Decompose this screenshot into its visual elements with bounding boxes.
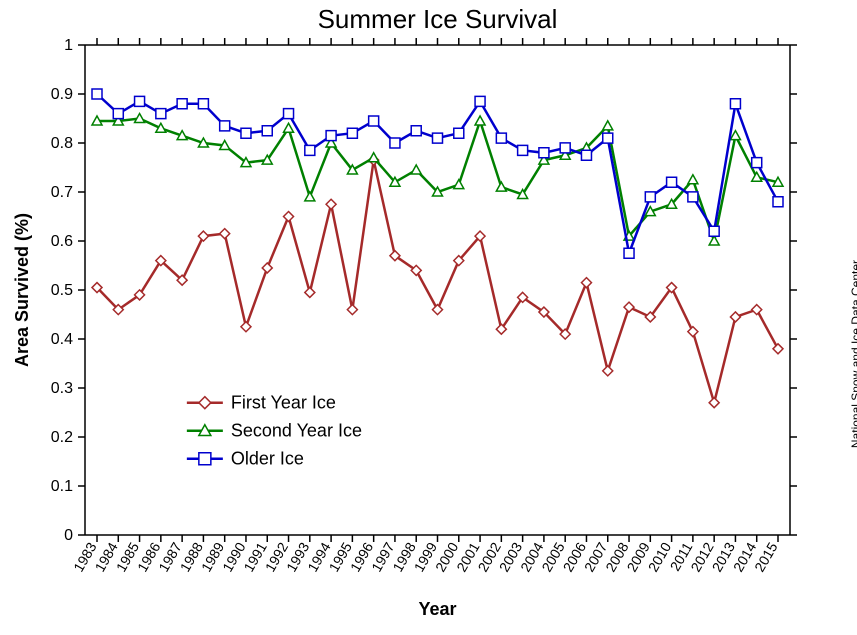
- attribution-text: National Snow and Ice Data Center: [849, 260, 857, 448]
- series-marker: [262, 126, 272, 136]
- series-marker: [305, 145, 315, 155]
- series-marker: [411, 126, 421, 136]
- series-line: [97, 94, 778, 253]
- y-tick-label: 0: [64, 527, 73, 544]
- series-marker: [284, 109, 294, 119]
- series-marker: [454, 180, 464, 189]
- series-marker: [496, 133, 506, 143]
- chart-container: Summer Ice Survival 0 0.1 0.2 0.3 0.4 0.5 0.6 0.…: [0, 0, 857, 635]
- y-tick-label: 0.1: [51, 478, 73, 495]
- series-marker: [603, 121, 613, 130]
- series-marker: [645, 192, 655, 202]
- series-marker: [305, 192, 315, 201]
- series-marker: [262, 263, 272, 273]
- series-marker: [241, 322, 251, 332]
- series-marker: [198, 99, 208, 109]
- y-tick-label: 0.4: [51, 331, 73, 348]
- series-marker: [752, 158, 762, 168]
- series-marker: [603, 133, 613, 143]
- series-marker: [730, 99, 740, 109]
- y-axis-label: Area Survived (%): [12, 213, 32, 367]
- series-marker: [581, 150, 591, 160]
- series-marker: [773, 197, 783, 207]
- series-marker: [198, 231, 208, 241]
- series-marker: [113, 109, 123, 119]
- y-tick-label: 0.6: [51, 233, 73, 250]
- series-marker: [496, 182, 506, 191]
- series-marker: [624, 248, 634, 258]
- series-marker: [667, 177, 677, 187]
- series-marker: [709, 398, 719, 408]
- series-marker: [433, 305, 443, 315]
- x-tick-label: 2010: [645, 539, 675, 574]
- series-marker: [475, 96, 485, 106]
- x-axis-label: Year: [418, 599, 456, 619]
- series-marker: [177, 99, 187, 109]
- chart-svg: Summer Ice Survival 0 0.1 0.2 0.3 0.4 0.5 0.6 0.…: [0, 0, 820, 635]
- series-marker: [220, 121, 230, 131]
- series-marker: [688, 327, 698, 337]
- series-marker: [454, 128, 464, 138]
- series-marker: [305, 287, 315, 297]
- series-marker: [220, 229, 230, 239]
- legend-label: First Year Ice: [231, 393, 336, 413]
- series-marker: [581, 278, 591, 288]
- series-marker: [92, 89, 102, 99]
- y-tick-label: 0.7: [51, 184, 73, 201]
- series-marker: [688, 192, 698, 202]
- series-marker: [688, 175, 698, 184]
- series-marker: [560, 143, 570, 153]
- series-marker: [752, 172, 762, 181]
- x-tick-label: 2015: [751, 539, 781, 574]
- y-tick-label: 0.2: [51, 429, 73, 446]
- chart-title: Summer Ice Survival: [318, 4, 558, 34]
- y-tick-label: 1: [64, 37, 73, 54]
- series-marker: [326, 199, 336, 209]
- y-tick-label: 0.8: [51, 135, 73, 152]
- legend-marker: [199, 453, 211, 465]
- series-marker: [433, 133, 443, 143]
- series-marker: [284, 123, 294, 132]
- series-marker: [773, 344, 783, 354]
- series-marker: [730, 312, 740, 322]
- series-marker: [156, 109, 166, 119]
- series-marker: [347, 128, 357, 138]
- series-marker: [284, 212, 294, 222]
- y-tick-label: 0.5: [51, 282, 73, 299]
- series-marker: [326, 131, 336, 141]
- series-marker: [369, 116, 379, 126]
- series-marker: [603, 366, 613, 376]
- series-marker: [411, 165, 421, 174]
- legend-marker: [199, 397, 211, 409]
- legend-label: Second Year Ice: [231, 421, 362, 441]
- series-marker: [390, 138, 400, 148]
- series-marker: [624, 302, 634, 312]
- series-marker: [709, 226, 719, 236]
- series-marker: [241, 128, 251, 138]
- series-marker: [709, 236, 719, 245]
- y-tick-label: 0.3: [51, 380, 73, 397]
- series-marker: [369, 153, 379, 162]
- series-marker: [475, 116, 485, 125]
- series-marker: [135, 96, 145, 106]
- y-tick-label: 0.9: [51, 86, 73, 103]
- series-marker: [752, 305, 762, 315]
- legend-label: Older Ice: [231, 449, 304, 469]
- series-marker: [539, 148, 549, 158]
- series-marker: [347, 305, 357, 315]
- series-marker: [518, 145, 528, 155]
